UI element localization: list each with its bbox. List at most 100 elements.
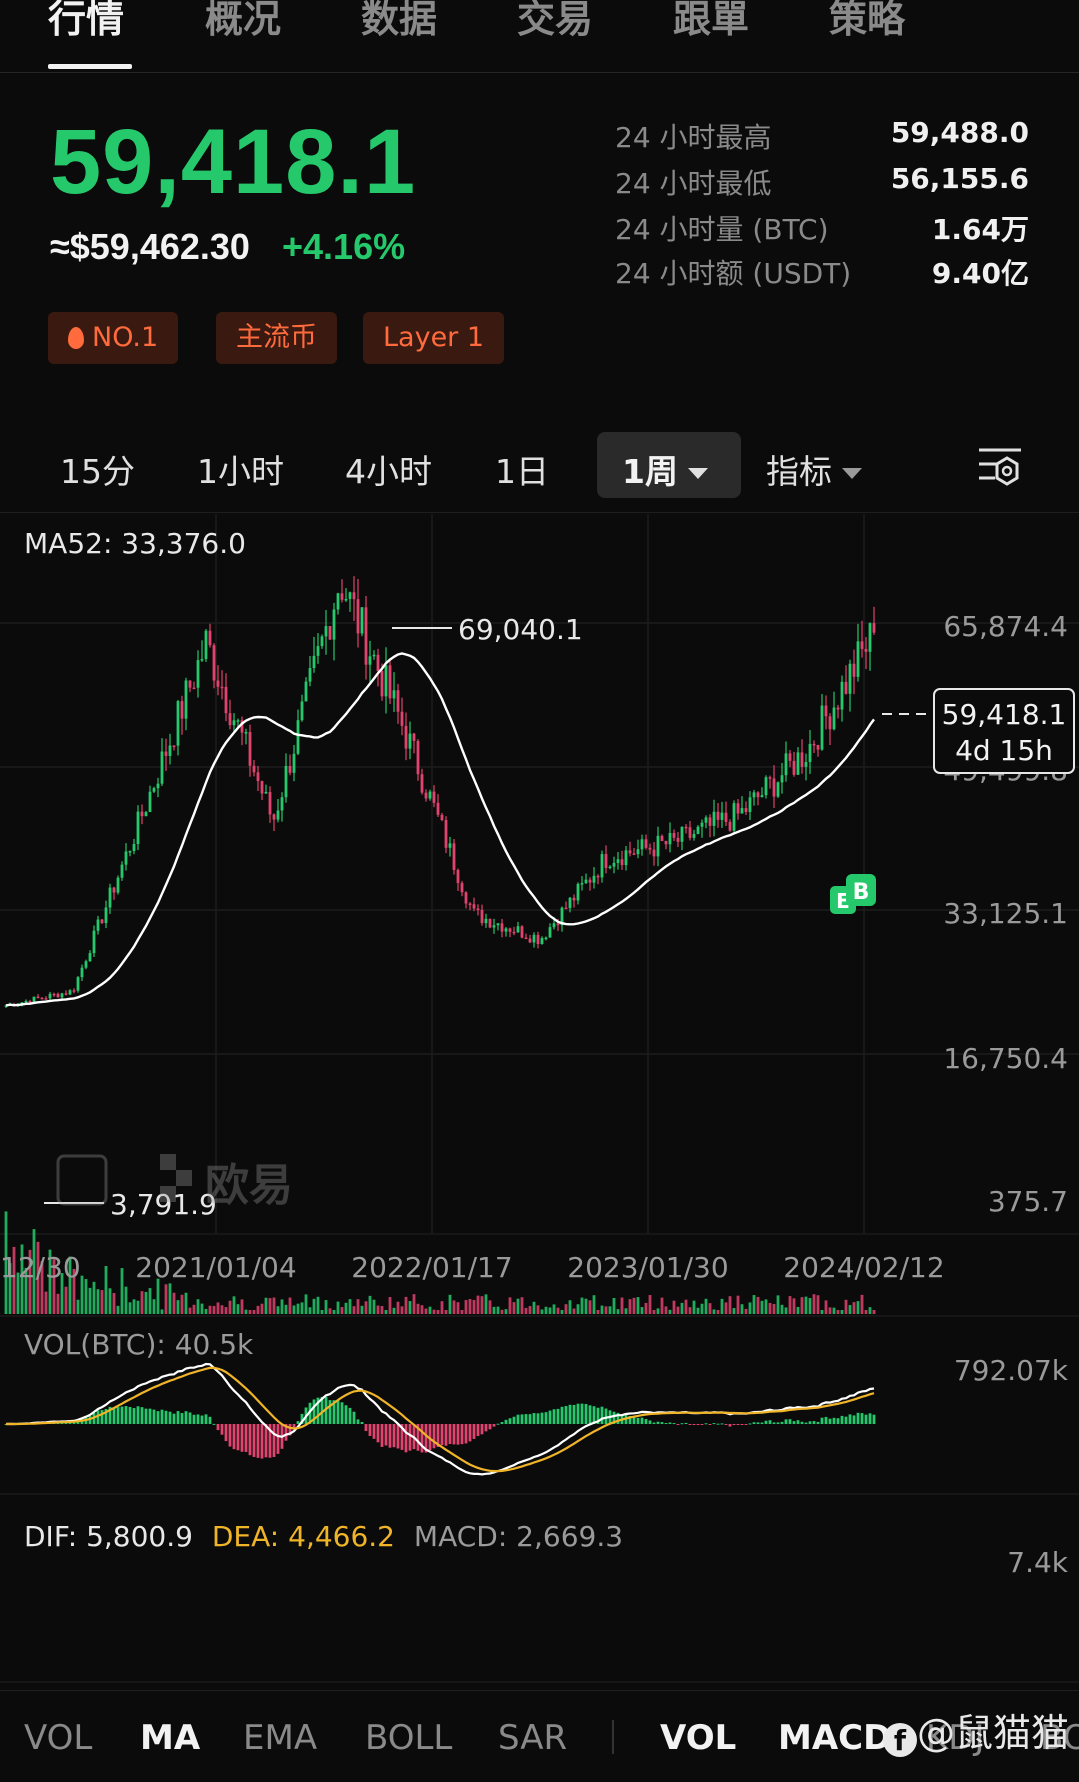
macd-bar xyxy=(356,1419,360,1424)
macd-bar xyxy=(488,1424,492,1430)
candle-body xyxy=(100,919,104,924)
indicator-vol-main[interactable]: VOL xyxy=(24,1718,93,1758)
footer-watermark-text: @鼠猫猫 xyxy=(916,1711,1069,1755)
x-label: 2024/02/12 xyxy=(783,1251,944,1284)
candle-body xyxy=(780,775,784,783)
tab-copy[interactable]: 跟單 xyxy=(673,0,750,41)
interval-1h[interactable]: 1小时 xyxy=(197,452,284,491)
candle-body xyxy=(220,686,224,689)
candle-body xyxy=(196,660,200,688)
candle-body xyxy=(404,725,408,749)
macd-bar xyxy=(596,1407,600,1424)
volume-bar xyxy=(76,1299,80,1314)
macd-bar xyxy=(744,1424,748,1425)
macd-bar xyxy=(604,1408,608,1424)
tag-mainstream[interactable]: 主流币 xyxy=(216,312,337,364)
candle-body xyxy=(872,623,876,633)
candle-body xyxy=(796,752,800,775)
macd-bar xyxy=(196,1414,200,1424)
macd-bar xyxy=(144,1408,148,1424)
volume-bar xyxy=(360,1305,364,1314)
macd-bar xyxy=(428,1424,432,1451)
indicator-boll-sub[interactable]: BO xyxy=(1040,1718,1079,1758)
dea-label: DEA: 4,466.2 xyxy=(212,1520,395,1553)
volume-bar xyxy=(420,1305,424,1314)
candle-body xyxy=(556,923,560,926)
indicator-sar[interactable]: SAR xyxy=(498,1718,568,1758)
volume-bar xyxy=(536,1305,540,1314)
candle-body xyxy=(132,844,136,852)
volume-bar xyxy=(384,1310,388,1314)
tag-layer1[interactable]: Layer 1 xyxy=(363,312,505,364)
candle-body xyxy=(648,847,652,850)
candle-body xyxy=(368,656,372,665)
macd-bar xyxy=(160,1409,164,1424)
indicator-kdj[interactable]: KDJ xyxy=(926,1718,985,1758)
volume-bar xyxy=(812,1294,816,1314)
ma-line xyxy=(5,652,875,1007)
volume-bar xyxy=(664,1306,668,1314)
interval-1w[interactable]: 1周 xyxy=(622,445,708,493)
tab-market[interactable]: 行情 xyxy=(48,0,125,41)
volume-bar xyxy=(56,1293,60,1314)
macd-bar xyxy=(656,1421,660,1424)
macd-bar xyxy=(436,1424,440,1447)
candle-body xyxy=(832,707,836,730)
indicator-vol-sub[interactable]: VOL xyxy=(660,1718,737,1758)
tab-trade[interactable]: 交易 xyxy=(517,0,594,41)
candle-body xyxy=(444,820,448,848)
macd-bar xyxy=(720,1423,724,1425)
volume-bar xyxy=(504,1309,508,1314)
volume-bar xyxy=(36,1241,40,1314)
macd-bar xyxy=(644,1418,648,1424)
indicator-ma[interactable]: MA xyxy=(140,1718,201,1758)
candle-body xyxy=(356,599,360,634)
volume-bar xyxy=(60,1273,64,1314)
macd-bar xyxy=(372,1424,376,1439)
candle-body xyxy=(232,720,236,726)
volume-bar xyxy=(512,1302,516,1314)
indicator-dropdown[interactable]: 指标 xyxy=(766,445,862,493)
volume-bar xyxy=(560,1310,564,1314)
macd-bar xyxy=(444,1424,448,1446)
candle-body xyxy=(848,663,852,694)
candle-body xyxy=(224,686,228,714)
candle-body xyxy=(636,849,640,855)
volume-bar xyxy=(752,1295,756,1314)
indicator-boll[interactable]: BOLL xyxy=(365,1718,453,1758)
volume-bar xyxy=(652,1310,656,1314)
macd-bar xyxy=(808,1421,812,1424)
candle-body xyxy=(524,937,528,940)
volume-bar xyxy=(412,1294,416,1314)
chart-settings-icon[interactable] xyxy=(975,442,1025,492)
tab-strategy[interactable]: 策略 xyxy=(829,0,906,41)
marker-b[interactable] xyxy=(846,874,876,906)
interval-15m[interactable]: 15分 xyxy=(60,452,135,491)
candle-body xyxy=(656,835,660,857)
interval-4h[interactable]: 4小时 xyxy=(345,452,432,491)
macd-bar xyxy=(752,1422,756,1424)
candle-body xyxy=(492,925,496,928)
candle-body xyxy=(640,839,644,850)
interval-1d[interactable]: 1日 xyxy=(495,452,549,491)
candle-body xyxy=(140,811,144,817)
volume-bar xyxy=(480,1296,484,1314)
tag-rank[interactable]: NO.1 xyxy=(48,312,179,364)
tab-overview[interactable]: 概况 xyxy=(205,0,282,41)
kline-chart[interactable]: MA52: 33,376.0 69,040.1 3,791.9 65,874.4… xyxy=(0,514,1079,1684)
macd-bar xyxy=(640,1417,644,1424)
volume-bar xyxy=(844,1299,848,1314)
tab-data[interactable]: 数据 xyxy=(361,0,438,41)
candle-body xyxy=(308,668,312,682)
y-label: 33,125.1 xyxy=(943,897,1068,930)
chevron-down-icon xyxy=(842,468,862,479)
indicator-macd[interactable]: MACD xyxy=(778,1718,892,1758)
volume-bar xyxy=(532,1301,536,1314)
candle-body xyxy=(828,716,832,730)
volume-bar xyxy=(44,1291,48,1314)
indicator-ema[interactable]: EMA xyxy=(243,1718,318,1758)
candle-body xyxy=(668,832,672,845)
volume-bar xyxy=(620,1297,624,1314)
candle-body xyxy=(720,812,724,820)
volume-bar xyxy=(128,1302,132,1314)
